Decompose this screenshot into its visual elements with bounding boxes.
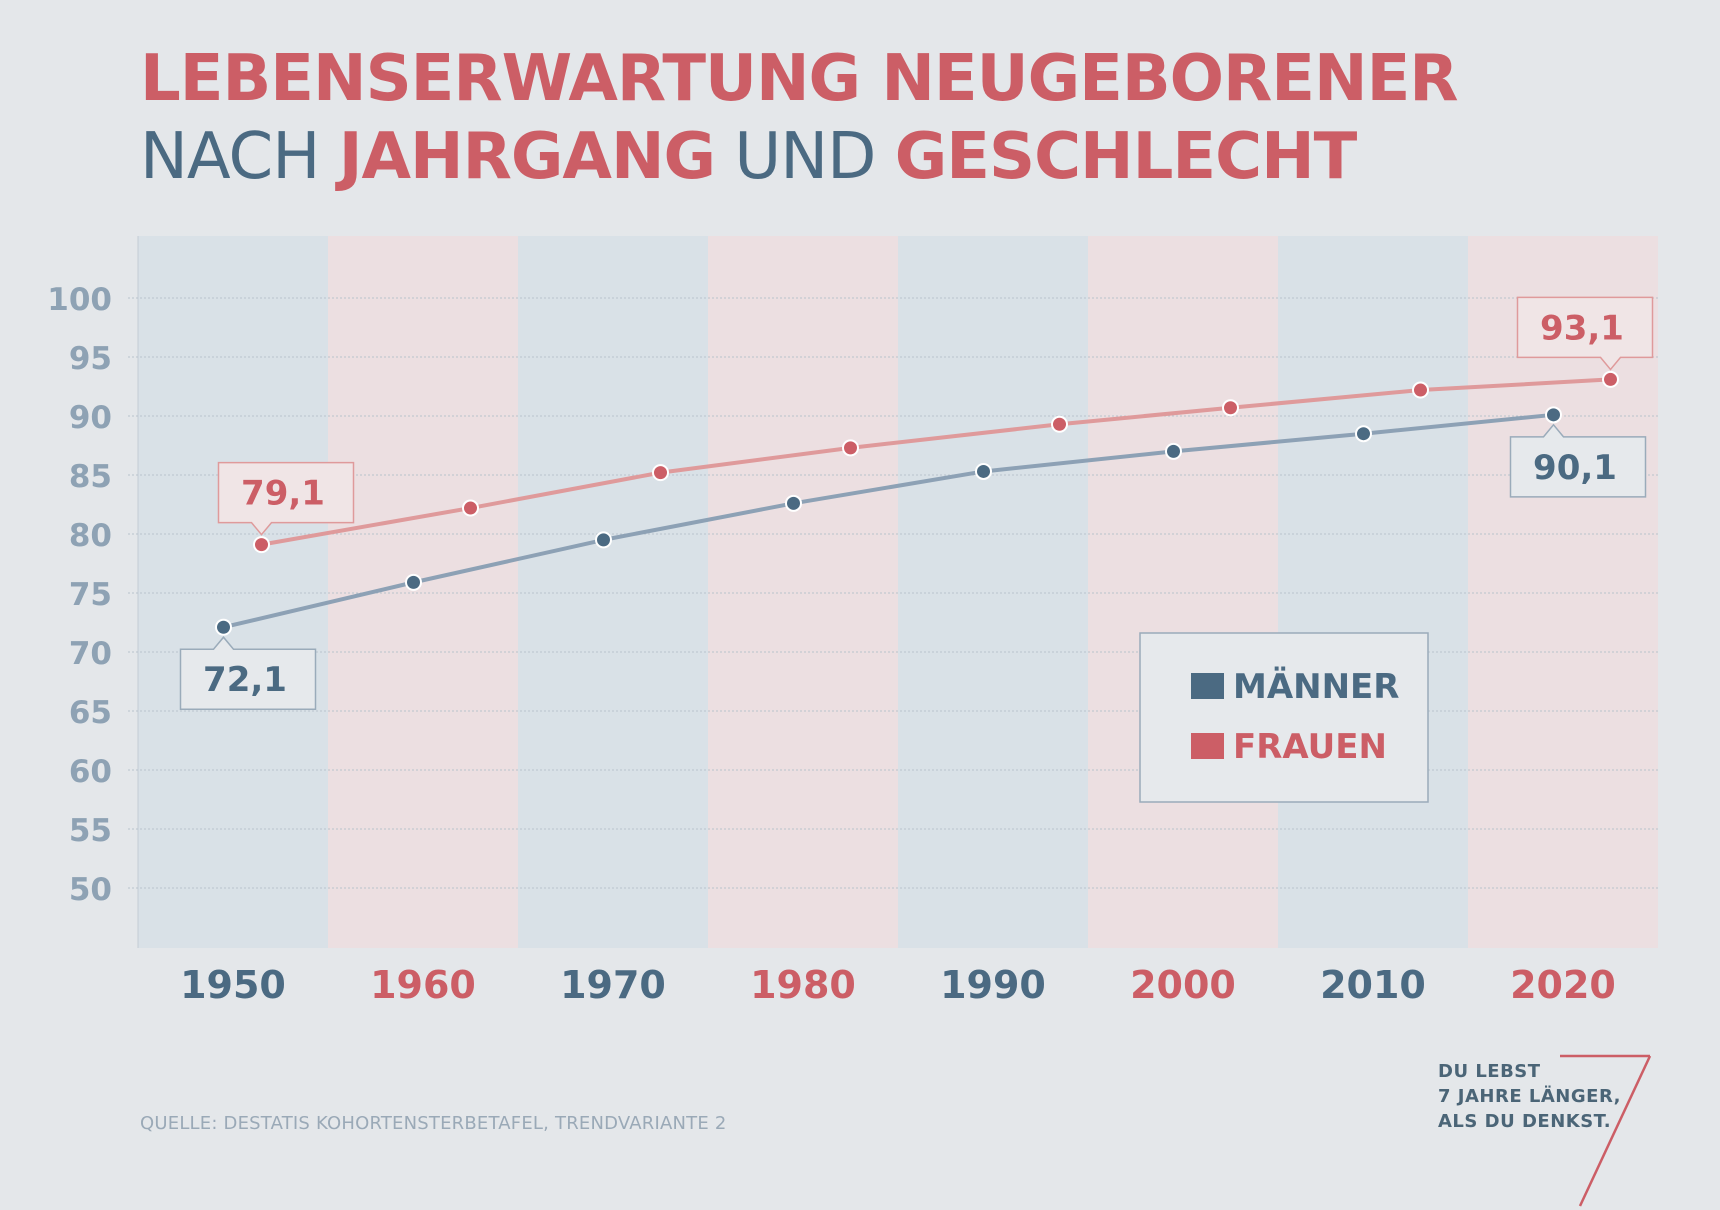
callout-box-men-0 — [179, 636, 317, 710]
decade-band-1980 — [708, 236, 898, 948]
decade-band-1960 — [328, 236, 518, 948]
y-tick-label-50: 50 — [69, 872, 112, 908]
y-tick-label-95: 95 — [69, 341, 112, 377]
y-tick-label-100: 100 — [47, 282, 112, 318]
tagline-line-1: DU LEBST — [1438, 1061, 1541, 1082]
data-point-men-2019 — [1545, 406, 1562, 424]
title-line-1: LEBENSERWARTUNG NEUGEBORENER — [140, 42, 1459, 116]
decade-band-2000 — [1088, 236, 1278, 948]
x-tick-label-1970: 1970 — [560, 963, 666, 1007]
page-title: LEBENSERWARTUNG NEUGEBORENER NACH JAHRGA… — [140, 40, 1459, 196]
title-line-2: NACH JAHRGANG UND GESCHLECHT — [140, 118, 1458, 196]
data-point-men-1949 — [215, 618, 232, 636]
y-tick-label-65: 65 — [69, 695, 112, 731]
x-tick-label-1960: 1960 — [370, 963, 476, 1007]
data-point-women-1951 — [253, 536, 270, 554]
callout-label-women-0: 79,1 — [241, 474, 325, 514]
x-tick-label-1990: 1990 — [940, 963, 1046, 1007]
y-tick-label-80: 80 — [69, 518, 112, 554]
y-tick-label-60: 60 — [69, 754, 112, 790]
source-note: QUELLE: DESTATIS KOHORTENSTERBETAFEL, TR… — [140, 1113, 727, 1134]
data-point-men-1979 — [785, 494, 802, 512]
data-point-women-1993 — [1051, 415, 1068, 433]
y-tick-label-70: 70 — [69, 636, 112, 672]
data-point-women-2002 — [1222, 399, 1239, 417]
y-tick-label-75: 75 — [69, 577, 112, 613]
callout-box-men-7 — [1509, 423, 1647, 498]
data-point-men-1989 — [975, 462, 992, 480]
decade-band-1990 — [898, 236, 1088, 948]
legend-label-women: FRAUEN — [1233, 727, 1387, 767]
callout-label-women-7: 93,1 — [1540, 308, 1624, 348]
legend-swatch-men — [1191, 673, 1224, 699]
y-tick-label-55: 55 — [69, 813, 112, 849]
tagline-line-2: 7 JAHRE LÄNGER, — [1438, 1086, 1621, 1107]
legend-label-men: MÄNNER — [1233, 666, 1399, 707]
series-line-women — [261, 377, 1611, 547]
data-point-men-1999 — [1165, 442, 1182, 460]
x-tick-label-2020: 2020 — [1510, 963, 1616, 1007]
callout-label-men-7: 90,1 — [1533, 448, 1617, 488]
tagline: DU LEBST 7 JAHRE LÄNGER, ALS DU DENKST. — [1438, 1059, 1621, 1134]
y-tick-label-85: 85 — [69, 459, 112, 495]
tagline-line-3: ALS DU DENKST. — [1438, 1111, 1612, 1132]
title-line-2-part-3: UND — [715, 120, 895, 194]
data-point-men-1959 — [405, 573, 422, 591]
title-line-2-part-2: JAHRGANG — [338, 120, 716, 194]
data-point-men-1969 — [595, 531, 612, 549]
y-tick-label-90: 90 — [69, 400, 112, 436]
callout-box-women-0 — [217, 461, 355, 536]
x-tick-label-2000: 2000 — [1130, 963, 1236, 1007]
tagline-slash-mark — [1560, 1054, 1652, 1207]
title-line-2-part-1: NACH — [140, 120, 339, 194]
data-point-women-2012 — [1412, 381, 1429, 399]
data-point-women-1962 — [462, 499, 479, 517]
data-point-women-1982 — [842, 439, 859, 457]
x-tick-label-1950: 1950 — [180, 963, 286, 1007]
data-point-women-2022 — [1602, 370, 1619, 388]
x-tick-label-2010: 2010 — [1320, 963, 1426, 1007]
decade-band-1950 — [138, 236, 328, 948]
data-point-men-2009 — [1355, 425, 1372, 443]
data-point-women-1972 — [652, 464, 669, 482]
callout-label-men-0: 72,1 — [203, 660, 287, 700]
x-tick-label-1980: 1980 — [750, 963, 856, 1007]
legend-swatch-women — [1191, 733, 1224, 759]
decade-band-1970 — [518, 236, 708, 948]
legend-box — [1139, 632, 1429, 803]
decade-band-2010 — [1278, 236, 1468, 948]
series-line-men — [223, 412, 1554, 630]
title-line-2-part-4: GESCHLECHT — [894, 120, 1358, 194]
callout-box-women-7 — [1516, 296, 1654, 371]
